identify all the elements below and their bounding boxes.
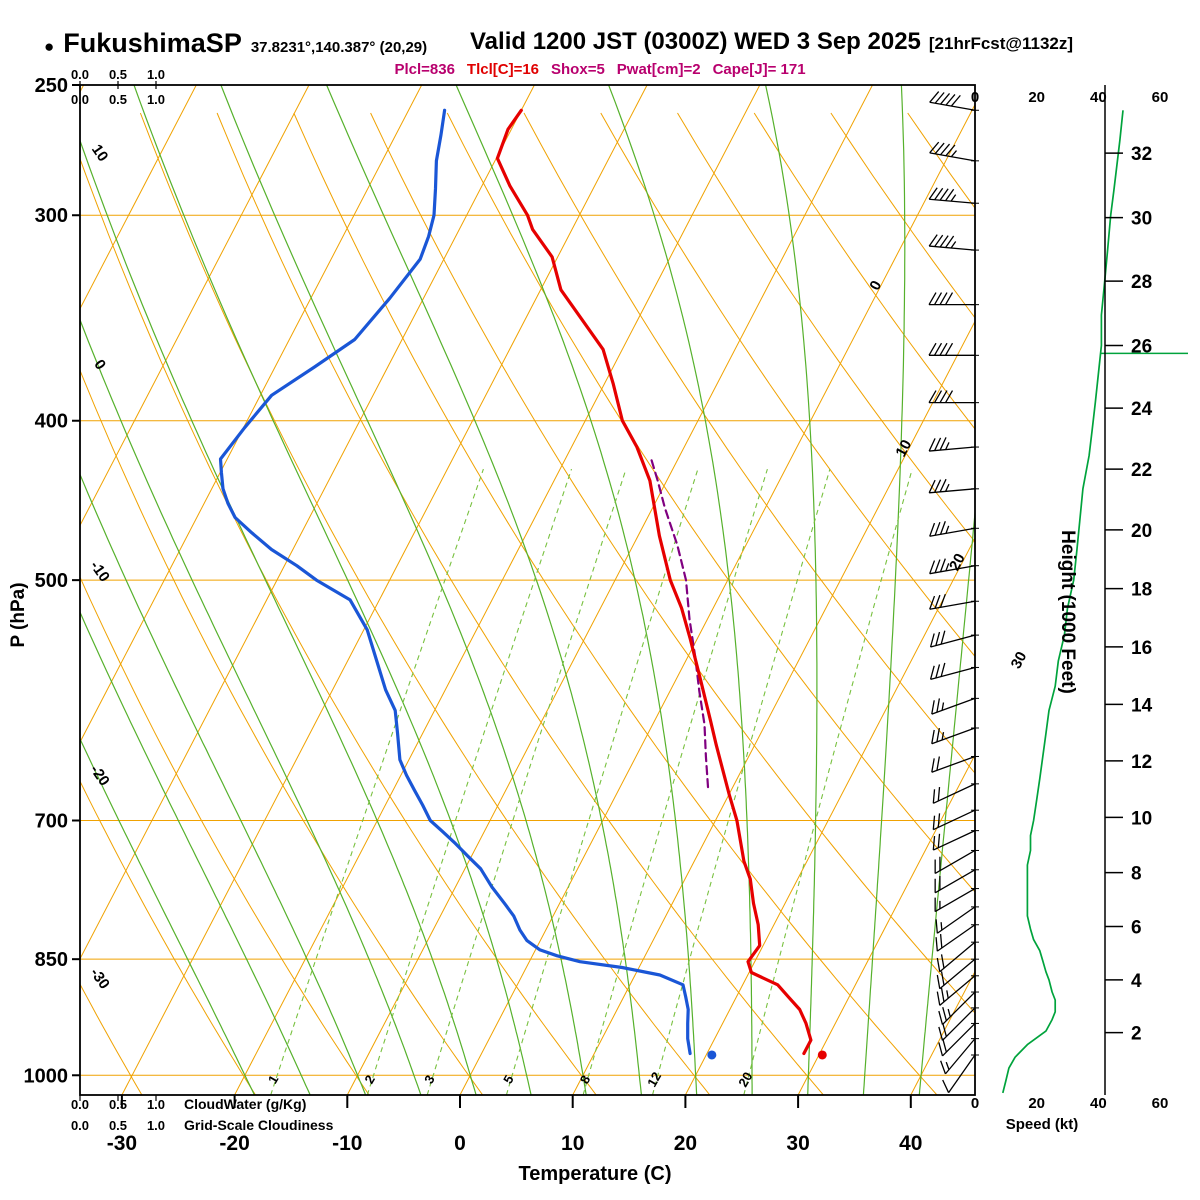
svg-text:2: 2 [361,1073,378,1087]
svg-text:Grid-Scale Cloudiness: Grid-Scale Cloudiness [184,1117,334,1133]
svg-text:18: 18 [1131,580,1152,601]
svg-text:Height (1000 Feet): Height (1000 Feet) [1057,530,1078,694]
index-plcl: Plcl=836 [394,61,455,78]
station-coords: 37.8231°,140.387° (20,29) [250,39,428,56]
svg-text:40: 40 [899,1132,922,1155]
svg-text:700: 700 [35,810,68,832]
parcel-curve [649,456,710,789]
svg-text:20: 20 [735,1069,755,1089]
svg-text:0.0: 0.0 [71,92,89,107]
svg-text:24: 24 [1131,399,1153,420]
surface-markers [707,1050,827,1060]
svg-text:22: 22 [1131,460,1152,481]
forecast-tag: [21hrFcst@1132z] [928,34,1074,53]
svg-text:0.5: 0.5 [109,1118,127,1133]
svg-text:10: 10 [1131,808,1152,829]
index-tlcl: Tlcl[C]=16 [466,61,540,78]
svg-text:30: 30 [1008,649,1031,672]
svg-text:10: 10 [892,437,915,460]
svg-text:1000: 1000 [24,1065,69,1087]
station-bullet-icon: ● [44,37,55,56]
temperature-curve [495,108,813,1056]
isobar-gridlines [80,214,975,1076]
dry-adiabat-gridlines [80,112,975,1095]
svg-text:Temperature (C): Temperature (C) [519,1163,672,1185]
svg-text:0: 0 [866,278,885,293]
svg-text:0: 0 [971,89,979,106]
svg-text:40: 40 [1090,89,1107,106]
svg-text:0.5: 0.5 [109,67,127,82]
svg-text:0.5: 0.5 [109,1097,127,1112]
svg-text:-10: -10 [332,1132,362,1155]
svg-text:5: 5 [500,1073,517,1087]
svg-text:3: 3 [421,1073,438,1087]
svg-text:Speed (kt): Speed (kt) [1006,1116,1079,1133]
svg-text:2: 2 [1131,1024,1142,1045]
surface-dewpoint-dot [707,1050,717,1060]
station-name: FukushimaSP [63,28,242,58]
svg-text:20: 20 [1131,521,1152,542]
header-station: ● FukushimaSP 37.8231°,140.387° (20,29) [44,28,427,59]
moist-adiabat-gridlines [80,85,975,1095]
svg-text:4: 4 [1131,971,1142,992]
svg-text:1: 1 [265,1073,282,1087]
svg-text:20: 20 [1028,1095,1045,1112]
svg-text:-20: -20 [87,762,113,790]
svg-text:8: 8 [577,1073,594,1087]
svg-text:28: 28 [1131,272,1152,293]
svg-text:30: 30 [1131,209,1152,230]
svg-text:32: 32 [1131,144,1152,165]
svg-text:300: 300 [35,205,68,227]
svg-text:20: 20 [1028,89,1045,106]
svg-text:-30: -30 [107,1132,137,1155]
svg-text:0.0: 0.0 [71,67,89,82]
svg-text:-10: -10 [87,558,113,586]
mixing-ratio-gridlines [270,468,913,1095]
stability-indices: Plcl=836 Tlcl[C]=16 Shox=5 Pwat[cm]=2 Cape[J… [0,61,1200,78]
dewpoint-curve [218,108,692,1056]
wind-barbs [928,91,979,1094]
wind-speed-curve [1001,110,1188,1094]
svg-text:0.0: 0.0 [71,1118,89,1133]
svg-text:16: 16 [1131,638,1152,659]
svg-text:12: 12 [1131,752,1152,773]
svg-text:40: 40 [1090,1095,1107,1112]
svg-text:30: 30 [786,1132,809,1155]
index-pwat: Pwat[cm]=2 [616,61,701,78]
svg-text:-20: -20 [219,1132,249,1155]
svg-text:850: 850 [35,949,68,971]
svg-text:250: 250 [35,75,68,97]
svg-text:20: 20 [674,1132,697,1155]
svg-text:0.5: 0.5 [109,92,127,107]
svg-text:P (hPa): P (hPa) [8,582,29,647]
svg-text:10: 10 [88,141,111,164]
svg-text:1.0: 1.0 [147,1118,165,1133]
header-valid: Valid 1200 JST (0300Z) WED 3 Sep 2025 [2… [470,28,1073,56]
svg-text:400: 400 [35,411,68,433]
svg-text:0: 0 [971,1095,979,1112]
svg-text:60: 60 [1152,1095,1169,1112]
svg-text:1.0: 1.0 [147,92,165,107]
svg-text:CloudWater (g/Kg): CloudWater (g/Kg) [184,1096,306,1112]
svg-text:0: 0 [454,1132,466,1155]
svg-text:6: 6 [1131,918,1142,939]
svg-text:1.0: 1.0 [147,67,165,82]
svg-text:-30: -30 [87,965,113,993]
svg-text:12: 12 [644,1069,664,1089]
svg-text:8: 8 [1131,864,1142,885]
surface-temperature-dot [817,1050,827,1060]
index-cape: Cape[J]= 171 [712,61,806,78]
svg-text:10: 10 [561,1132,584,1155]
svg-text:0.0: 0.0 [71,1097,89,1112]
index-shox: Shox=5 [551,61,605,78]
isotherm-gridlines [80,85,975,1095]
valid-time: Valid 1200 JST (0300Z) WED 3 Sep 2025 [470,28,921,55]
svg-text:14: 14 [1131,695,1153,716]
svg-text:26: 26 [1131,336,1152,357]
svg-text:1.0: 1.0 [147,1097,165,1112]
svg-text:60: 60 [1152,89,1169,106]
svg-text:500: 500 [35,570,68,592]
